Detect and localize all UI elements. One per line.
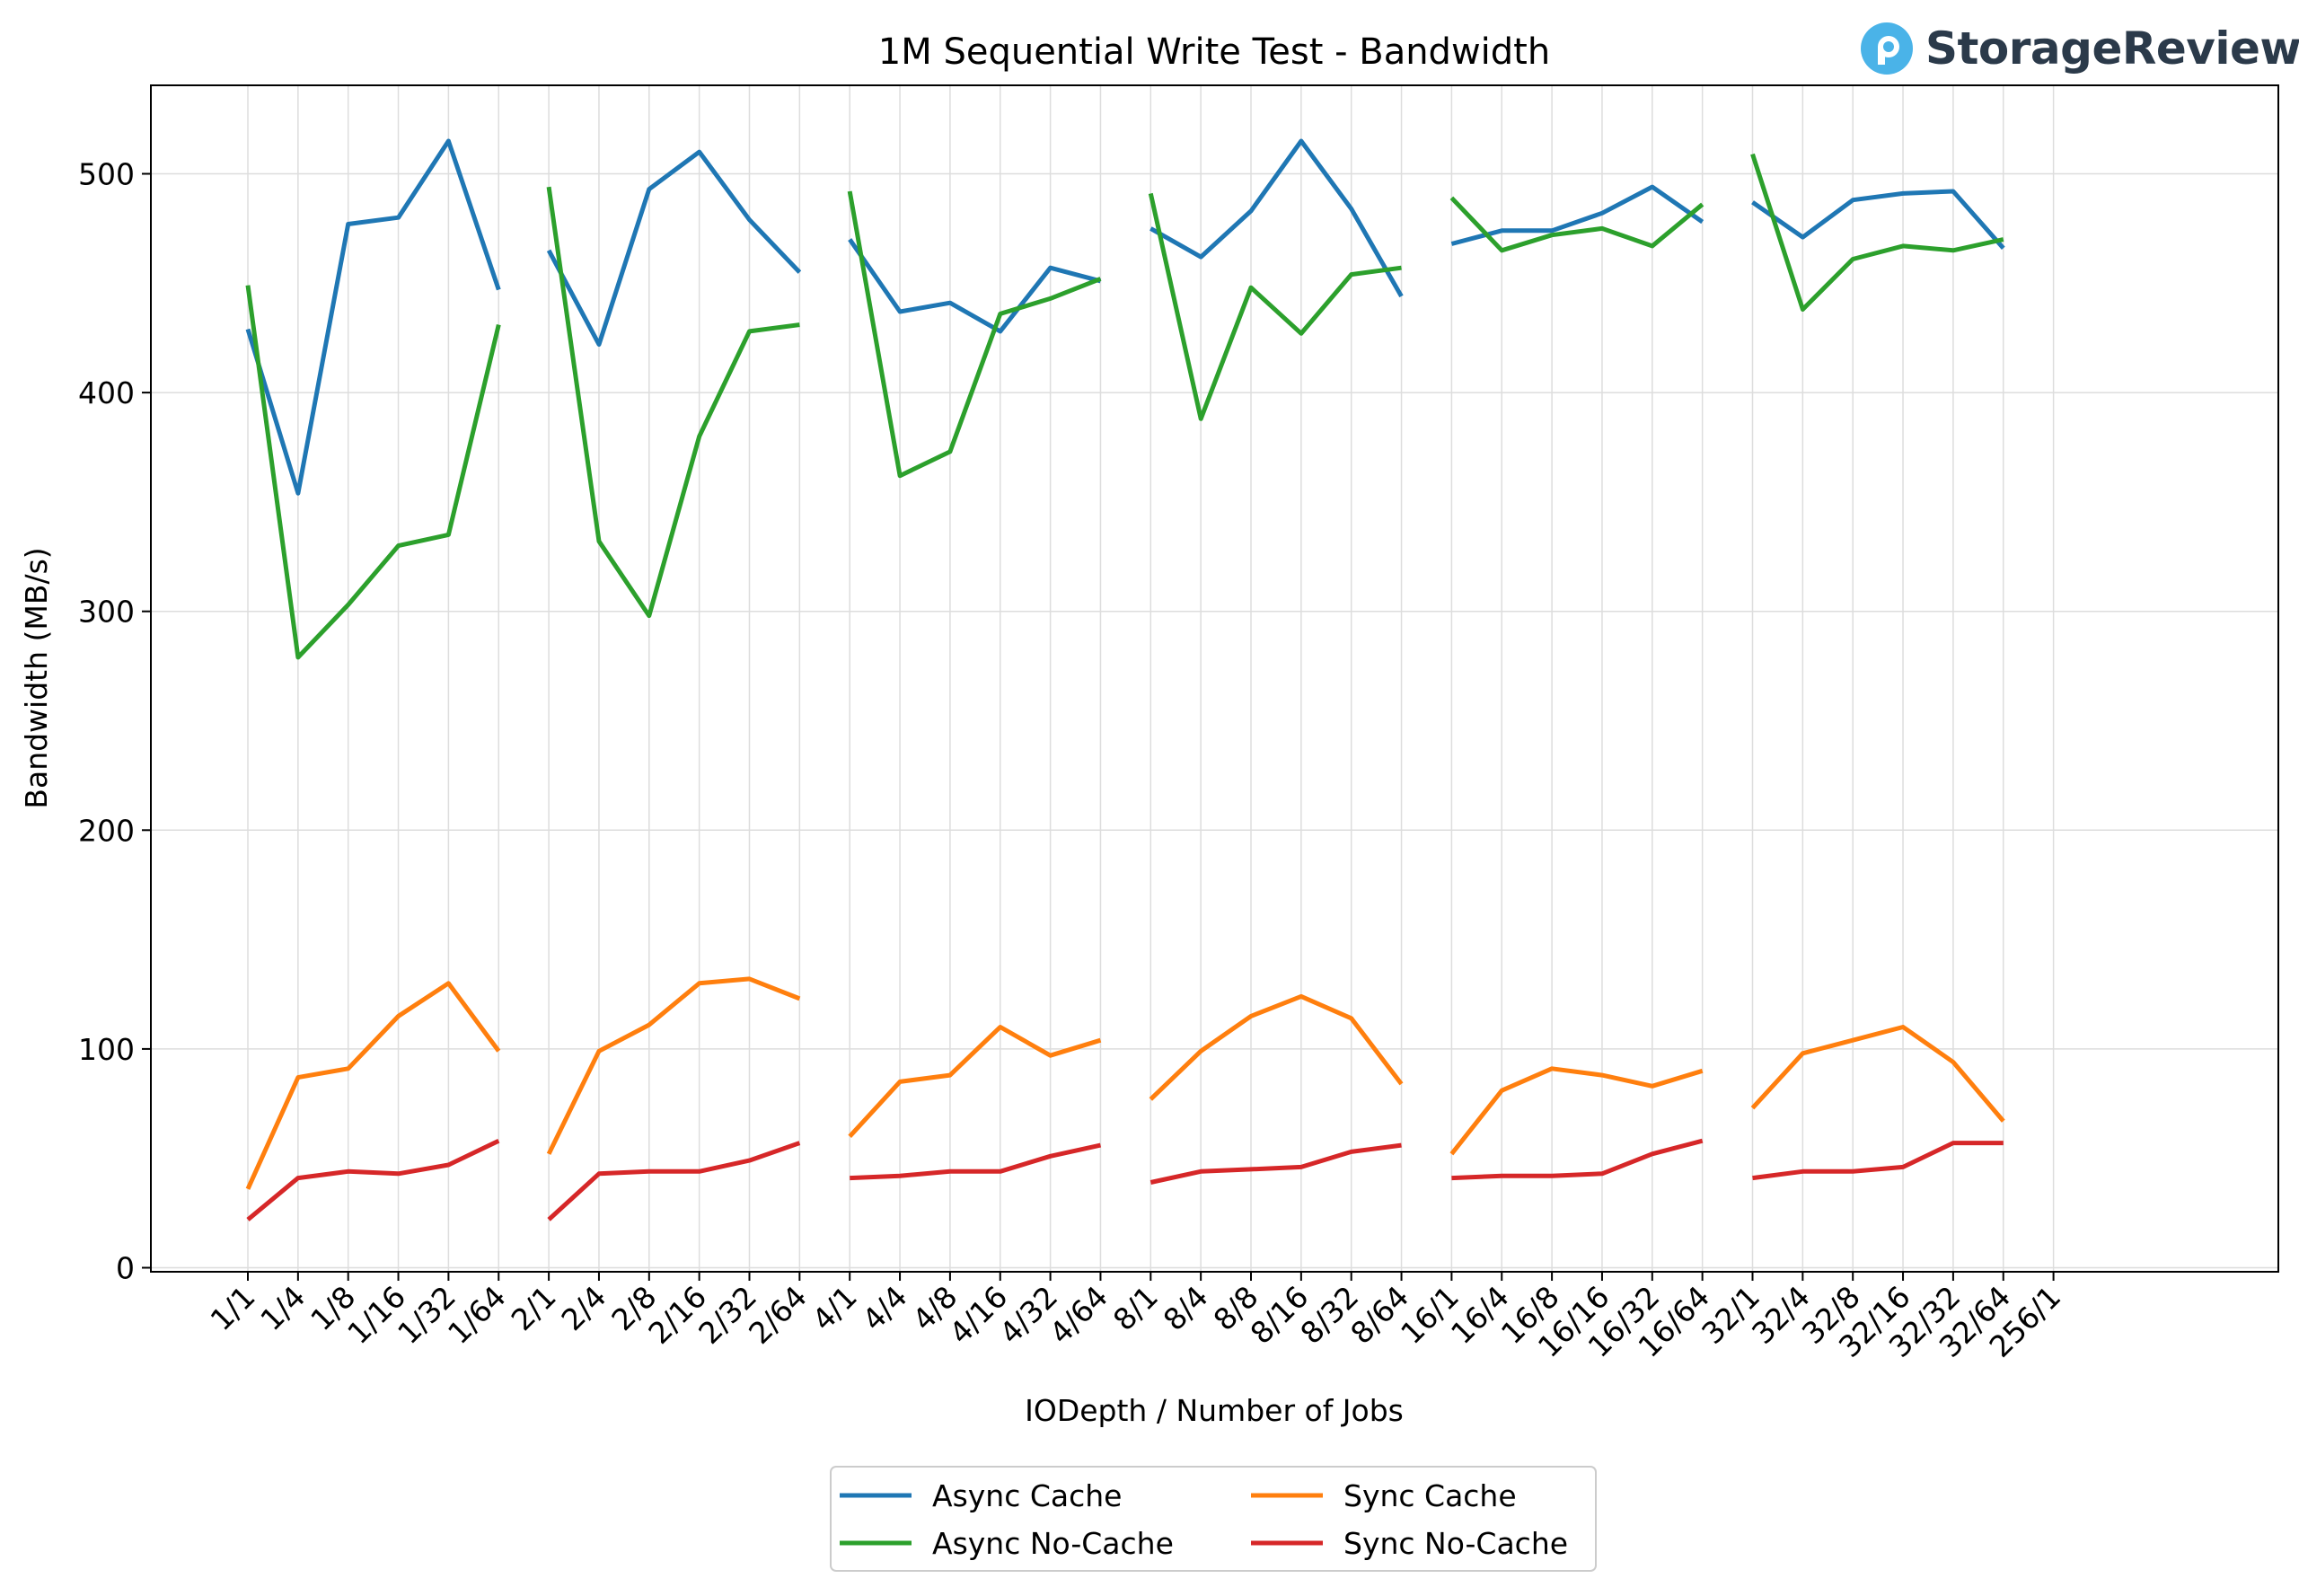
legend-label-sync-cache: Sync Cache <box>1343 1478 1517 1513</box>
x-tick-label: 4/1 <box>806 1279 864 1337</box>
plot-area-frame <box>150 84 2279 1273</box>
legend: Async Cache Async No-Cache Sync Cache Sync … <box>830 1466 1597 1572</box>
x-tick-label: 4/4 <box>856 1279 914 1337</box>
y-tick-label: 100 <box>78 1032 135 1067</box>
legend-label-async-no-cache: Async No-Cache <box>932 1526 1174 1561</box>
legend-frame <box>830 1466 1597 1572</box>
y-tick-label: 200 <box>78 813 135 848</box>
series-line-sync-cache <box>546 976 801 1155</box>
x-tick-label: 2/4 <box>554 1279 612 1337</box>
series-line-async-no-cache <box>1449 196 1704 253</box>
y-tick-label: 0 <box>116 1251 135 1286</box>
y-tick-label: 500 <box>78 157 135 192</box>
storagereview-logo-icon <box>1861 22 1913 75</box>
series-line-async-cache <box>546 149 802 347</box>
legend-label-async-cache: Async Cache <box>932 1478 1122 1513</box>
series-line-async-cache <box>245 138 501 496</box>
series-line-sync-no-cache <box>850 1142 1102 1181</box>
series-line-async-no-cache <box>847 190 1102 479</box>
series-lines <box>245 138 2005 1221</box>
series-line-async-cache <box>1751 189 2005 250</box>
series-line-sync-cache <box>1750 1025 2005 1123</box>
series-line-sync-no-cache <box>1451 1138 1704 1181</box>
series-line-sync-no-cache <box>1752 1141 2004 1181</box>
storagereview-logo-text: StorageReview <box>1925 22 2299 75</box>
series-line-async-cache <box>1450 184 1704 246</box>
series-line-sync-no-cache <box>1150 1142 1402 1185</box>
chart-title: 1M Sequential Write Test - Bandwidth <box>878 31 1550 73</box>
series-line-async-cache <box>1150 138 1404 298</box>
series-line-async-cache <box>848 238 1102 334</box>
series-line-sync-cache <box>848 1025 1102 1138</box>
x-axis-ticks: 1/11/41/81/161/321/642/12/42/82/162/322/… <box>204 1272 2067 1364</box>
grid-lines <box>151 85 2278 1272</box>
x-tick-label: 2/1 <box>505 1279 563 1337</box>
series-line-async-no-cache <box>1148 192 1402 421</box>
x-tick-label: 1/4 <box>253 1279 312 1337</box>
x-axis-label: IODepth / Number of Jobs <box>1025 1393 1404 1428</box>
x-tick-label: 2/64 <box>742 1279 814 1351</box>
series-line-async-no-cache <box>1750 153 2004 312</box>
x-tick-label: 4/64 <box>1043 1279 1114 1351</box>
x-tick-label: 1/1 <box>204 1279 262 1337</box>
series-line-sync-no-cache <box>547 1141 801 1221</box>
x-tick-label: 8/4 <box>1157 1279 1215 1337</box>
series-line-async-no-cache <box>245 285 501 660</box>
y-axis-ticks: 0 100 200 300 400 500 <box>78 157 151 1286</box>
series-line-sync-cache <box>245 981 501 1190</box>
series-line-sync-no-cache <box>246 1138 500 1221</box>
y-tick-label: 400 <box>78 375 135 410</box>
storagereview-logo: StorageReview <box>1859 16 2299 81</box>
series-line-sync-cache <box>1149 993 1404 1101</box>
series-line-async-no-cache <box>546 186 800 619</box>
legend-label-sync-no-cache: Sync No-Cache <box>1343 1526 1568 1561</box>
y-tick-label: 300 <box>78 595 135 630</box>
x-tick-label: 8/1 <box>1106 1279 1165 1337</box>
x-tick-label: 1/64 <box>441 1279 513 1351</box>
y-axis-label: Bandwidth (MB/s) <box>19 547 54 808</box>
series-line-sync-cache <box>1449 1066 1704 1156</box>
